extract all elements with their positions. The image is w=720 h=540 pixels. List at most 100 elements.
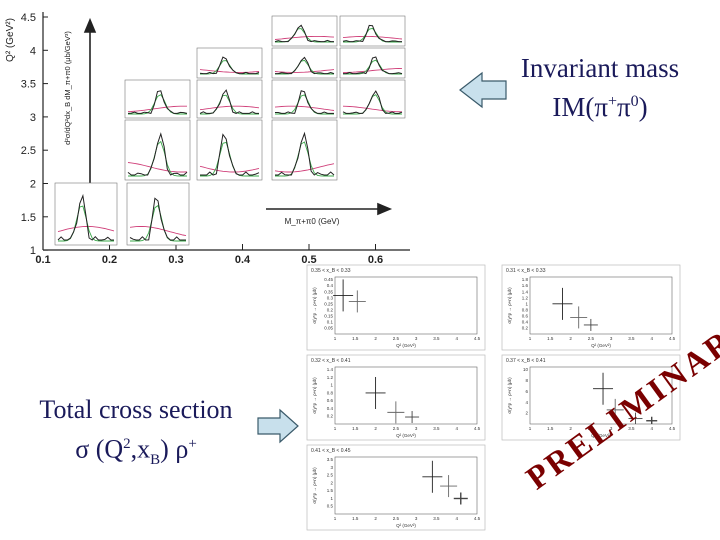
- xs-line2: σ (Q2,xB) ρ+: [18, 427, 254, 477]
- panel-y-tick-label: 0.5: [327, 504, 334, 509]
- left-y-tick-label: 3.5: [21, 79, 36, 91]
- mini-histogram-panel: [271, 119, 338, 181]
- panel-ylabel: σ(γ*p → ρ+n) (μb): [507, 377, 512, 414]
- panel-y-tick-label: 0.25: [324, 301, 333, 306]
- data-point: [552, 287, 573, 320]
- mini-histogram-panel: [196, 79, 263, 119]
- panel-y-tick-label: 0.1: [327, 319, 334, 324]
- left-y-tick-labels: 4.5 4 3.5 3 2.5 2 1.5 1: [21, 12, 48, 257]
- background-curve: [274, 35, 335, 40]
- mini-histogram-panel: [126, 182, 190, 246]
- panel-y-tick-label: 1.4: [522, 289, 529, 294]
- panel-x-tick-label: 3: [610, 426, 613, 431]
- signal-curve: [128, 94, 187, 115]
- mini-histogram-panel: [124, 119, 191, 181]
- left-x-tick-label: 0.4: [235, 254, 251, 266]
- panel-y-tick-label: 1.6: [522, 283, 529, 288]
- panel-y-tick-label: 0.4: [327, 283, 334, 288]
- background-curve: [274, 69, 335, 73]
- panel-y-tick-label: 4: [525, 400, 528, 405]
- xs-sup-2: 2: [123, 436, 131, 452]
- panel-x-tick-label: 2.5: [393, 516, 400, 521]
- im-sup-plus: +: [607, 93, 617, 110]
- left-x-tick-label: 0.6: [368, 254, 383, 266]
- background-curve: [127, 162, 188, 173]
- panel-x-tick-label: 3.5: [433, 516, 440, 521]
- panel-ylabel: σ(γ*p → ρ+n) (μb): [312, 467, 317, 504]
- panel-title: 0.32 < x_B < 0.41: [311, 358, 351, 364]
- im-pi: π: [617, 92, 631, 122]
- data-histogram: [57, 193, 114, 241]
- xs-rho: ) ρ: [160, 434, 189, 464]
- panel-x-tick-label: 1: [334, 516, 337, 521]
- left-y-tick-label: 1.5: [21, 212, 36, 224]
- background-curve: [274, 163, 335, 173]
- panel-x-tick-label: 3: [415, 336, 418, 341]
- data-point: [333, 279, 354, 312]
- panel-x-tick-label: 3: [610, 336, 613, 341]
- left-y-tick-label: 2.5: [21, 145, 36, 157]
- panel-x-tick-label: 2.5: [588, 426, 595, 431]
- data-point: [348, 290, 366, 313]
- panel-x-tick-label: 3.5: [433, 336, 440, 341]
- cross-section-panel: 0.32 < x_B < 0.41 σ(γ*p → ρ+n) (μb) Q² (Ge…: [306, 354, 486, 441]
- panel-y-tick-label: 0.2: [327, 414, 334, 419]
- total-cross-section-label: Total cross section σ (Q2,xB) ρ+: [18, 393, 254, 477]
- panel-y-tick-label: 0.3: [327, 295, 334, 300]
- signal-curve: [130, 204, 186, 242]
- cross-section-panel: 0.37 < x_B < 0.41 σ(γ*p → ρ+n) (μb) Q² (Ge…: [501, 354, 681, 441]
- panel-y-tick-label: 8: [525, 378, 528, 383]
- data-histogram: [200, 133, 260, 176]
- panel-x-tick-label: 1.5: [352, 336, 359, 341]
- data-histogram: [275, 56, 335, 75]
- panel-xlabel: Q² (GeV²): [591, 343, 611, 348]
- data-histogram: [274, 24, 334, 43]
- panel-x-tick-label: 1.5: [352, 426, 359, 431]
- panel-xlabel: Q² (GeV²): [396, 433, 416, 438]
- panel-x-tick-label: 2.5: [588, 336, 595, 341]
- panel-y-tick-label: 1: [525, 301, 528, 306]
- panel-x-tick-label: 1: [334, 426, 337, 431]
- data-histogram: [342, 90, 403, 114]
- panel-y-tick-label: 0.2: [327, 307, 334, 312]
- xs-sub-b: B: [150, 451, 161, 468]
- background-curve: [127, 105, 187, 113]
- panel-xlabel: Q² (GeV²): [396, 343, 416, 348]
- panel-y-tick-label: 1: [330, 496, 333, 501]
- panel-x-tick-label: 1: [529, 336, 532, 341]
- panel-x-tick-label: 4.5: [669, 336, 676, 341]
- im-line2: IM(π+π0): [500, 85, 700, 124]
- panel-x-tick-label: 4: [455, 336, 458, 341]
- panel-ylabel: σ(γ*p → ρ+n) (μb): [312, 287, 317, 324]
- panel-x-tick-label: 3.5: [628, 336, 635, 341]
- mini-histogram-panel: [271, 79, 338, 119]
- panel-y-tick-label: 1.8: [522, 277, 529, 282]
- left-y-tick-label: 4.5: [21, 12, 36, 24]
- panel-x-tick-label: 4: [455, 426, 458, 431]
- mini-histogram-panel: [196, 47, 263, 79]
- data-point: [405, 411, 420, 424]
- panel-x-tick-label: 4.5: [474, 336, 481, 341]
- data-point: [583, 318, 598, 331]
- signal-curve: [275, 94, 334, 115]
- panel-title: 0.37 < x_B < 0.41: [506, 358, 546, 364]
- xs-line1: Total cross section: [39, 395, 233, 424]
- inner-x-label: M_π+π0 (GeV): [285, 217, 340, 226]
- mini-histogram-panel: [124, 79, 191, 119]
- panel-x-tick-label: 3: [415, 426, 418, 431]
- panel-x-tick-label: 4: [650, 336, 653, 341]
- panel-x-tick-label: 4: [455, 516, 458, 521]
- panel-y-tick-label: 1.5: [327, 488, 334, 493]
- left-x-tick-label: 0.5: [301, 254, 316, 266]
- panel-y-tick-label: 0.8: [327, 390, 334, 395]
- background-curve: [342, 35, 403, 40]
- cross-section-panel: 0.41 < x_B < 0.45 σ(γ*p → ρ+n) (μb) Q² (Ge…: [306, 444, 486, 531]
- panel-title: 0.31 < x_B < 0.33: [506, 268, 546, 274]
- panel-title: 0.41 < x_B < 0.45: [311, 448, 351, 454]
- left-x-tick-label: 0.3: [168, 254, 183, 266]
- data-histogram: [275, 131, 335, 176]
- left-y-tick-label: 3: [30, 112, 36, 124]
- panel-x-tick-label: 4.5: [474, 426, 481, 431]
- panel-x-tick-label: 3.5: [628, 426, 635, 431]
- panel-y-tick-label: 2.5: [327, 473, 334, 478]
